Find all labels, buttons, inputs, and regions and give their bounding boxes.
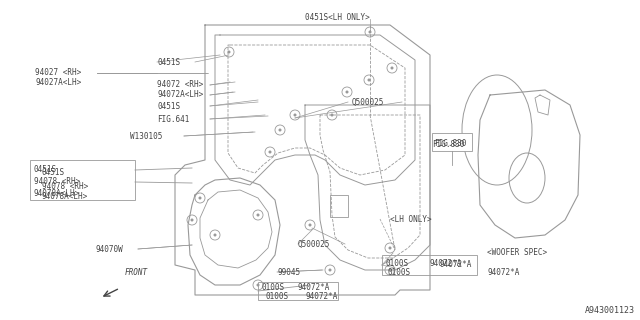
Text: <WOOFER SPEC>: <WOOFER SPEC> xyxy=(487,248,547,257)
Circle shape xyxy=(198,196,202,199)
Text: 0451S<LH ONLY>: 0451S<LH ONLY> xyxy=(305,13,370,22)
Bar xyxy=(258,282,338,300)
Circle shape xyxy=(227,51,230,53)
Text: 99045: 99045 xyxy=(278,268,301,277)
Text: <LH ONLY>: <LH ONLY> xyxy=(390,215,431,224)
Text: Q500025: Q500025 xyxy=(298,240,330,249)
Text: 94078A<LH>: 94078A<LH> xyxy=(34,188,80,197)
Text: FIG.830: FIG.830 xyxy=(434,139,467,148)
Bar xyxy=(382,255,477,275)
Text: 94078 <RH>: 94078 <RH> xyxy=(34,178,80,187)
Text: A943001123: A943001123 xyxy=(585,306,635,315)
Circle shape xyxy=(257,284,259,286)
Text: 0100S: 0100S xyxy=(265,292,288,301)
Text: 94078A<LH>: 94078A<LH> xyxy=(42,192,88,201)
Text: 94072*A: 94072*A xyxy=(298,284,330,292)
Text: FIG.641: FIG.641 xyxy=(157,115,189,124)
Circle shape xyxy=(390,67,394,69)
Text: 94072*A: 94072*A xyxy=(440,260,472,269)
Text: 0451S: 0451S xyxy=(42,168,65,177)
Circle shape xyxy=(214,234,216,236)
Text: 94072A<LH>: 94072A<LH> xyxy=(157,90,204,99)
Text: 0451S: 0451S xyxy=(34,165,57,174)
Circle shape xyxy=(330,114,333,116)
Text: 0451S: 0451S xyxy=(157,102,180,111)
Text: 0100S: 0100S xyxy=(385,259,408,268)
Circle shape xyxy=(388,246,392,250)
Circle shape xyxy=(278,129,282,132)
Circle shape xyxy=(328,268,332,271)
Text: 94072*A: 94072*A xyxy=(429,259,461,268)
Circle shape xyxy=(369,30,371,34)
Text: 94078 <RH>: 94078 <RH> xyxy=(42,182,88,191)
Circle shape xyxy=(257,213,259,217)
Text: FIG.830: FIG.830 xyxy=(432,140,465,149)
Text: FRONT: FRONT xyxy=(125,268,148,277)
Circle shape xyxy=(388,268,392,271)
Text: W130105: W130105 xyxy=(130,132,163,141)
Bar xyxy=(30,160,135,200)
Text: 94072*A: 94072*A xyxy=(487,268,520,277)
Text: 0100S: 0100S xyxy=(388,268,411,277)
Circle shape xyxy=(346,91,349,93)
Circle shape xyxy=(308,223,312,227)
Circle shape xyxy=(367,78,371,82)
Circle shape xyxy=(269,150,271,154)
Text: 94072 <RH>: 94072 <RH> xyxy=(157,80,204,89)
Text: 0451S: 0451S xyxy=(157,58,180,67)
Text: 0100S: 0100S xyxy=(261,284,284,292)
Text: 94027 <RH>: 94027 <RH> xyxy=(35,68,81,77)
Circle shape xyxy=(294,114,296,116)
Text: Q500025: Q500025 xyxy=(352,98,385,107)
Text: 94072*A: 94072*A xyxy=(305,292,337,301)
Text: 94070W: 94070W xyxy=(95,245,123,254)
Bar xyxy=(432,133,472,151)
Text: 94027A<LH>: 94027A<LH> xyxy=(35,78,81,87)
Bar xyxy=(330,195,348,217)
Circle shape xyxy=(191,219,193,221)
